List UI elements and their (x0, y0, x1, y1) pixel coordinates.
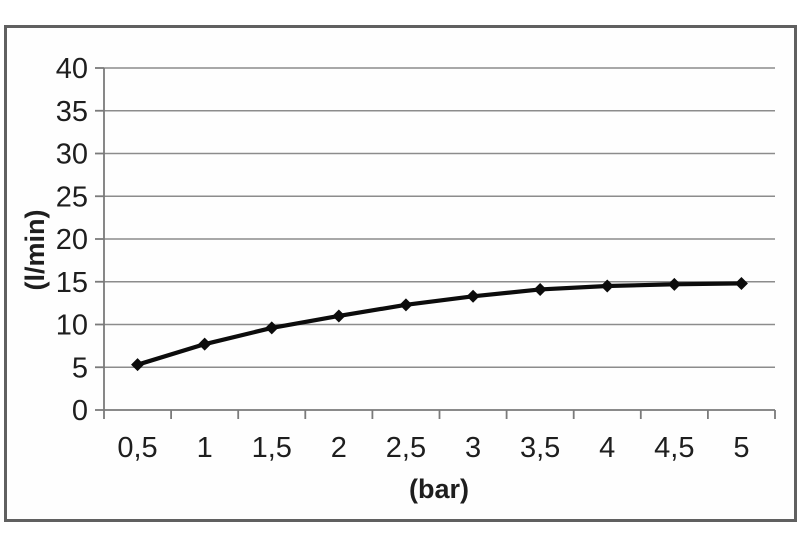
y-tick-label: 30 (56, 139, 88, 171)
x-axis-labels: 0,5 1 1,5 2 2,5 3 3,5 4 4,5 5 (117, 432, 749, 464)
x-tick-label: 2,5 (386, 432, 426, 464)
x-tick-label: 3 (465, 432, 481, 464)
data-point-marker (734, 276, 748, 290)
y-tick-label: 40 (56, 53, 88, 85)
data-point-marker (533, 282, 547, 296)
data-point-marker (600, 279, 614, 293)
x-tick-label: 1 (197, 432, 213, 464)
y-axis-title: (l/min) (20, 210, 50, 291)
x-tick-label: 0,5 (117, 432, 157, 464)
x-tick-label: 4,5 (654, 432, 694, 464)
x-tick-label: 3,5 (520, 432, 560, 464)
data-point-marker (131, 358, 145, 372)
data-point-marker (399, 298, 413, 312)
y-tick-label: 35 (56, 96, 88, 128)
x-tick-label: 2 (331, 432, 347, 464)
y-tick-label: 20 (56, 224, 88, 256)
data-point-marker (198, 337, 212, 351)
y-tick-label: 15 (56, 267, 88, 299)
tick-marks (95, 67, 776, 419)
y-tick-label: 0 (72, 395, 88, 427)
chart-frame (4, 25, 797, 522)
y-tick-label: 25 (56, 181, 88, 213)
series-flow-curve (131, 276, 748, 372)
y-tick-label: 5 (72, 352, 88, 384)
x-tick-label: 5 (733, 432, 749, 464)
flow-curve-line (135, 281, 744, 367)
x-tick-label: 1,5 (252, 432, 292, 464)
data-point-marker (265, 321, 279, 335)
y-axis-labels: 0 5 10 15 20 25 30 35 40 (56, 53, 88, 427)
data-point-marker (332, 309, 346, 323)
y-tick-label: 10 (56, 310, 88, 342)
x-tick-label: 4 (599, 432, 615, 464)
gridlines (104, 67, 775, 368)
data-point-marker (466, 289, 480, 303)
x-axis-title: (bar) (409, 474, 469, 504)
data-point-marker (667, 277, 681, 291)
